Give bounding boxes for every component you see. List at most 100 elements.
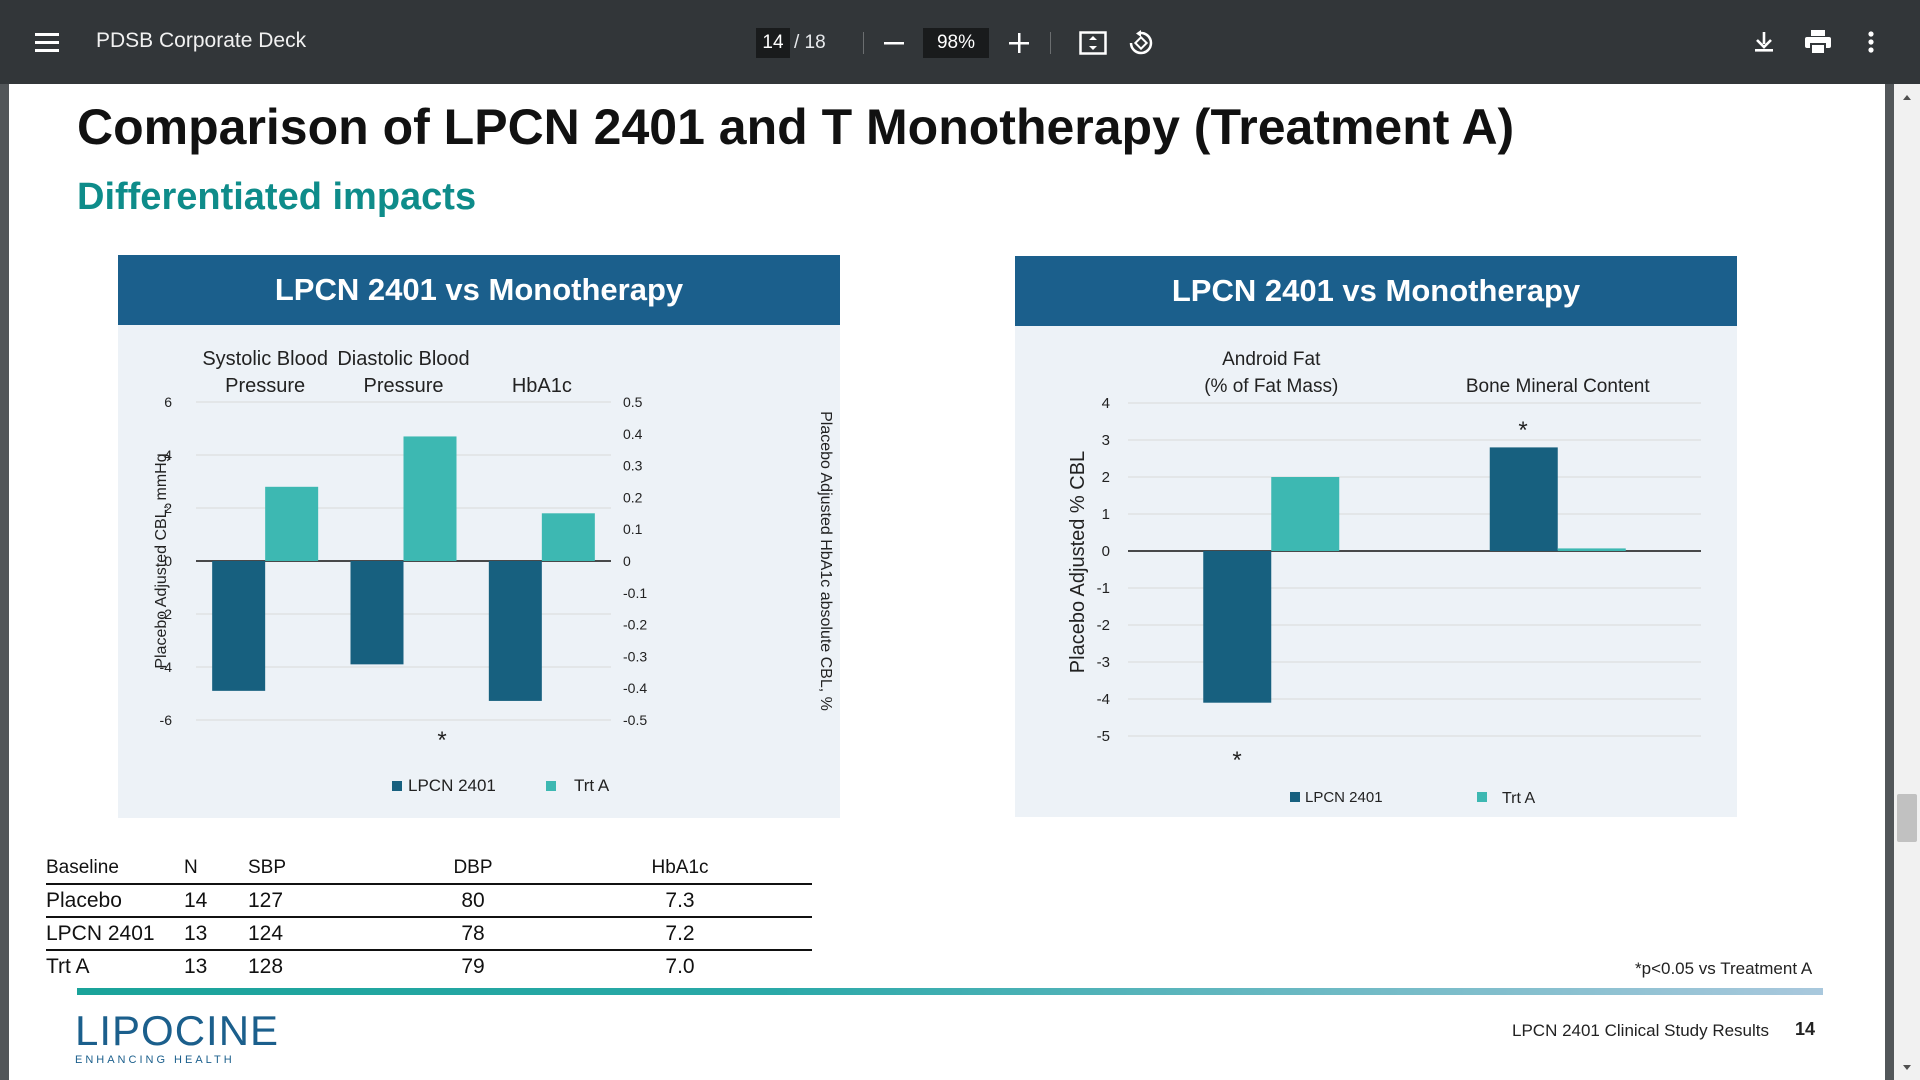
zoom-level-input[interactable]: 98% — [923, 28, 989, 58]
table-cell: Placebo — [46, 884, 184, 918]
y2-tick-label: -0.3 — [623, 648, 647, 664]
category-label: (% of Fat Mass) — [1204, 376, 1338, 397]
table-cell: 124 — [248, 917, 398, 951]
bar-trt-a — [541, 513, 595, 561]
viewer-toolbar: PDSB Corporate Deck 14 / 18 98% — [0, 0, 1920, 84]
y-tick-label: 4 — [164, 447, 172, 463]
chart-header: LPCN 2401 vs Monotherapy — [1015, 256, 1737, 326]
toolbar-divider — [863, 32, 864, 54]
category-label: Bone Mineral Content — [1466, 376, 1650, 397]
table-header-cell: HbA1c — [548, 852, 812, 885]
y-axis-title: Placebo Adjusted CBL, mmHg — [153, 453, 170, 668]
significance-marker: * — [1232, 747, 1241, 774]
y-tick-label: 4 — [1102, 395, 1110, 412]
bar-lpcn-2401 — [488, 561, 542, 701]
y2-tick-label: 0.5 — [623, 394, 643, 410]
y-tick-label: -6 — [160, 712, 173, 728]
bar-lpcn-2401 — [212, 561, 266, 691]
y-tick-label: -5 — [1097, 728, 1110, 745]
table-cell: 13 — [184, 917, 248, 951]
toolbar-divider — [1050, 32, 1051, 54]
y-tick-label: -1 — [1097, 580, 1110, 597]
table-row: Placebo 14 127 80 7.3 — [46, 884, 812, 918]
y-tick-label: 2 — [1102, 469, 1110, 486]
chart-header: LPCN 2401 vs Monotherapy — [118, 255, 840, 325]
legend-swatch — [1290, 792, 1300, 802]
table-cell: 7.0 — [665, 954, 695, 978]
table-cell: 80 — [398, 884, 548, 918]
scrollbar-thumb[interactable] — [1897, 794, 1917, 842]
document-title: PDSB Corporate Deck — [96, 29, 307, 52]
table-cell: Trt A — [46, 954, 90, 978]
y-tick-label: -4 — [160, 659, 173, 675]
vertical-scrollbar[interactable] — [1894, 84, 1920, 1080]
legend-swatch — [546, 781, 556, 791]
y2-tick-label: 0.3 — [623, 458, 643, 474]
slide-subtitle: Differentiated impacts — [77, 176, 477, 218]
scroll-up-icon[interactable] — [1894, 88, 1920, 108]
bar-trt-a — [265, 486, 319, 561]
legend-swatch — [392, 781, 402, 791]
category-label: Pressure — [225, 375, 305, 397]
table-cell: 13 — [184, 954, 208, 978]
y2-tick-label: -0.4 — [623, 680, 647, 696]
zoom-in-icon[interactable] — [1003, 28, 1035, 58]
fit-page-icon[interactable] — [1076, 27, 1110, 59]
print-icon[interactable] — [1800, 26, 1836, 58]
y2-tick-label: -0.1 — [623, 585, 647, 601]
table-cell: 78 — [398, 917, 548, 951]
table-header-cell: DBP — [398, 852, 548, 885]
menu-icon[interactable] — [30, 26, 66, 58]
more-options-icon[interactable] — [1856, 26, 1886, 58]
category-label: HbA1c — [512, 375, 572, 397]
page-total: / 18 — [794, 32, 826, 53]
y-tick-label: -3 — [1097, 654, 1110, 671]
download-icon[interactable] — [1748, 26, 1780, 58]
table-cell: LPCN 2401 — [46, 917, 184, 951]
y-tick-label: 0 — [164, 553, 172, 569]
bar-trt-a — [1271, 477, 1340, 551]
y-tick-label: 0 — [1102, 543, 1110, 560]
y2-tick-label: 0 — [623, 553, 631, 569]
legend-label: Trt A — [574, 776, 610, 795]
category-label: Diastolic Blood — [337, 348, 469, 370]
y2-tick-label: -0.2 — [623, 617, 647, 633]
chart-panel-left: LPCN 2401 vs Monotherapy 6 4 2 0 -2 -4 -6 0.5 0.… — [118, 255, 840, 818]
y-tick-label: -4 — [1097, 691, 1110, 708]
y2-tick-label: 0.4 — [623, 426, 643, 442]
logo-tagline: ENHANCING HEALTH — [75, 1054, 235, 1066]
table-header-cell: SBP — [248, 852, 398, 885]
footer-divider — [77, 988, 1823, 995]
page-number-input[interactable]: 14 — [756, 28, 790, 58]
table-cell: 7.2 — [548, 917, 812, 951]
y-tick-label: 6 — [164, 394, 172, 410]
bar-lpcn-2401 — [350, 561, 404, 665]
table-row: Trt A 13 128 79 7.0 — [46, 950, 812, 982]
y-tick-label: -2 — [160, 606, 173, 622]
baseline-table: Baseline N SBP DBP HbA1c Placebo 14 127 … — [46, 852, 812, 982]
chart-cardio: 6 4 2 0 -2 -4 -6 0.5 0.4 0.3 0.2 0.1 0 -0.1 -0.2 -0.3 -0… — [153, 348, 834, 795]
y2-tick-label: 0.1 — [623, 521, 643, 537]
table-cell: 128 — [248, 954, 284, 978]
footer-text: LPCN 2401 Clinical Study Results — [1512, 1021, 1770, 1040]
rotate-icon[interactable] — [1124, 27, 1158, 59]
significance-marker: * — [437, 727, 446, 754]
y-tick-label: 2 — [164, 500, 172, 516]
y2-axis-title: Placebo Adjusted HbA1c absolute CBL, % — [817, 411, 834, 711]
chart-body-composition: 4 3 2 1 0 -1 -2 -3 -4 -5 Android Fat (% of Fat Mass… — [1067, 349, 1701, 807]
zoom-out-icon[interactable] — [878, 28, 910, 58]
chart-panel-right: LPCN 2401 vs Monotherapy 4 3 2 1 0 -1 -2 -3 -4 -5… — [1015, 256, 1737, 817]
scroll-down-icon[interactable] — [1894, 1058, 1920, 1078]
pdf-page: Comparison of LPCN 2401 and T Monotherap… — [9, 84, 1885, 1080]
category-label: Pressure — [363, 375, 443, 397]
bar-trt-a — [403, 436, 457, 561]
legend-swatch — [1477, 792, 1487, 802]
significance-marker: * — [1518, 417, 1527, 444]
y-axis-title: Placebo Adjusted % CBL — [1067, 451, 1089, 673]
table-cell: 7.3 — [548, 884, 812, 918]
bar-trt-a — [1557, 548, 1626, 551]
legend-label: LPCN 2401 — [408, 776, 496, 795]
y-tick-label: 1 — [1102, 506, 1110, 523]
table-header-row: Baseline N SBP DBP HbA1c — [46, 852, 812, 885]
significance-footnote: *p<0.05 vs Treatment A — [1635, 959, 1813, 978]
